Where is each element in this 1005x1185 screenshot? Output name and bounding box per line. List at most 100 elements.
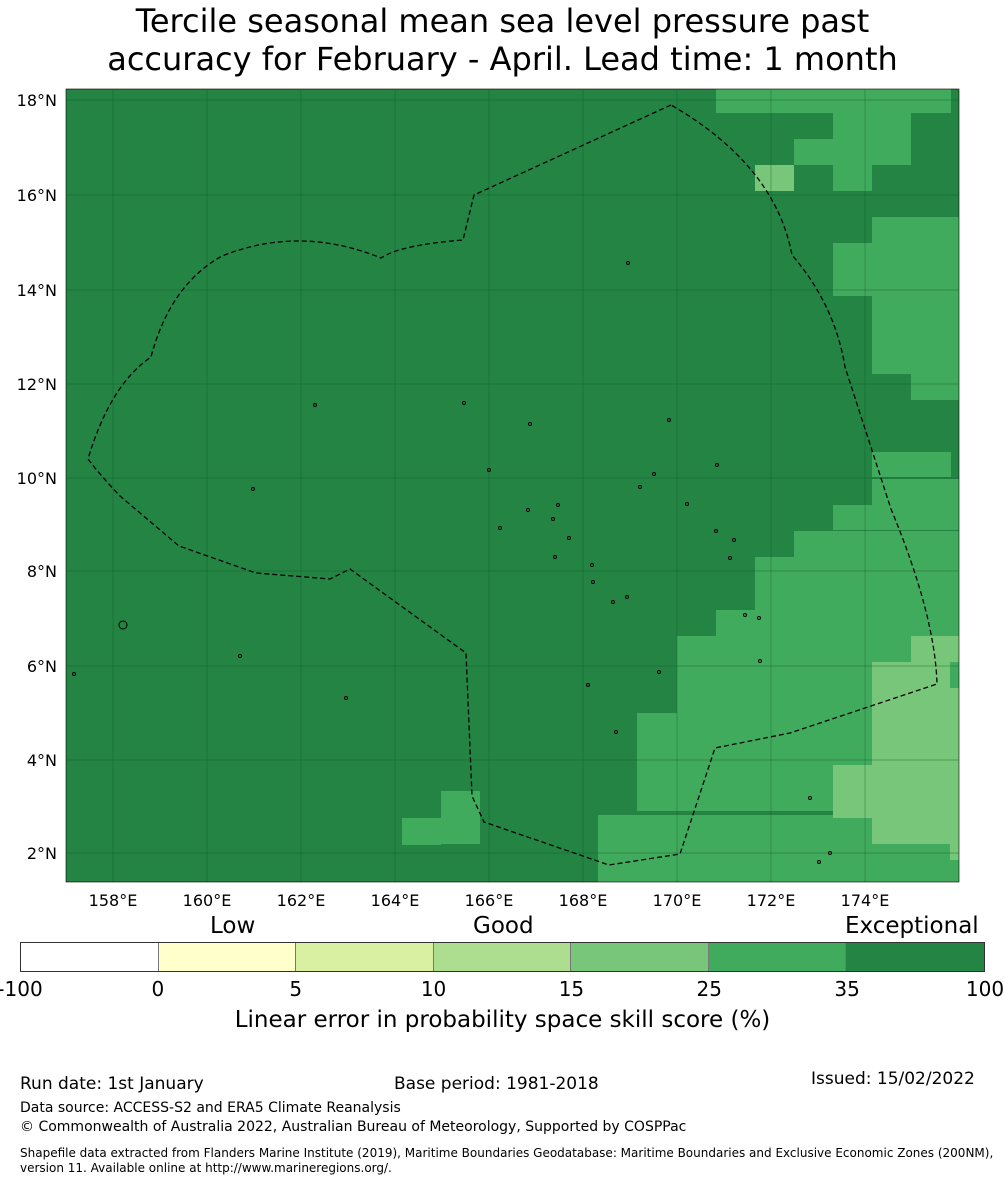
lat-tick-label: 12°N — [17, 375, 57, 394]
skill-cell-exceptional — [441, 845, 480, 871]
category-exceptional: Exceptional — [845, 913, 979, 939]
skill-cell-good — [872, 688, 959, 844]
latitude-tick-labels: 18°N 16°N 14°N 12°N 10°N 8°N 6°N 4°N 2°N — [17, 91, 57, 863]
copyright: © Commonwealth of Australia 2022, Austra… — [20, 1119, 687, 1135]
colorbar-tick-label: 25 — [696, 977, 723, 1001]
island-outline — [611, 600, 615, 604]
data-source: Data source: ACCESS-S2 and ERA5 Climate … — [20, 1100, 401, 1116]
lon-tick-label: 168°E — [559, 891, 608, 910]
colorbar: Low Good Exceptional -100 0 5 10 15 25 35 100 L… — [0, 905, 1005, 1035]
island-outline — [614, 730, 618, 734]
skill-cell-very-good — [441, 791, 480, 818]
skill-cell-very-good — [716, 610, 959, 636]
island-outline — [652, 472, 656, 476]
island-outline — [586, 683, 590, 687]
island-outline — [528, 422, 532, 426]
island-outline — [638, 485, 642, 489]
issued-date: Issued: 15/02/2022 — [811, 1069, 975, 1089]
skill-cell-very-good — [716, 89, 951, 113]
colorbar-label: Linear error in probability space skill … — [234, 1007, 771, 1033]
shapefile-credit: Shapefile data extracted from Flanders M… — [20, 1146, 994, 1175]
island-outline — [567, 536, 571, 540]
island-outline — [553, 555, 557, 559]
island-outline — [817, 860, 821, 864]
lon-tick-label: 174°E — [841, 891, 890, 910]
map-panel[interactable]: 18°N 16°N 14°N 12°N 10°N 8°N 6°N 4°N 2°N 158°E 16… — [0, 85, 1005, 915]
skill-cell-exceptional — [951, 89, 959, 113]
category-low: Low — [210, 913, 256, 939]
colorbar-segment — [296, 943, 434, 971]
island-outline — [238, 654, 242, 658]
skill-cell-very-good — [794, 139, 833, 165]
skill-grid — [66, 89, 959, 882]
colorbar-tick-label: -100 — [0, 977, 43, 1001]
lat-tick-label: 6°N — [27, 657, 57, 676]
island-outline — [828, 851, 832, 855]
skill-cell-very-good — [755, 557, 959, 610]
lat-tick-label: 14°N — [17, 281, 57, 300]
colorbar-segment — [21, 943, 159, 971]
lon-tick-label: 160°E — [183, 891, 232, 910]
island-outline — [590, 563, 594, 567]
lat-tick-label: 8°N — [27, 562, 57, 581]
lat-tick-label: 10°N — [17, 469, 57, 488]
skill-cell-very-good — [794, 531, 959, 558]
colorbar-tick-label: 35 — [834, 977, 860, 1001]
island-outline — [685, 502, 689, 506]
colorbar-bar — [20, 942, 985, 972]
island-outlines — [72, 261, 832, 864]
skill-cell-very-good — [911, 374, 959, 400]
colorbar-tick-label: 10 — [420, 977, 447, 1001]
island-outline — [313, 403, 317, 407]
skill-cell-very-good — [637, 757, 872, 811]
skill-cell-very-good — [872, 479, 959, 505]
skill-cell-good — [833, 765, 872, 817]
lat-tick-label: 16°N — [17, 186, 57, 205]
lon-tick-label: 162°E — [277, 891, 326, 910]
skill-cell-good — [950, 844, 959, 860]
lon-tick-label: 166°E — [465, 891, 514, 910]
island-outline — [462, 401, 466, 405]
map-frame — [65, 88, 960, 883]
island-outline — [556, 503, 560, 507]
island-outline — [118, 620, 128, 630]
island-outline — [551, 517, 555, 521]
category-good: Good — [473, 913, 534, 939]
base-period: Base period: 1981-2018 — [394, 1074, 599, 1094]
colorbar-segment — [708, 943, 847, 971]
island-outline — [526, 508, 530, 512]
skill-cell-very-good — [833, 505, 959, 530]
skill-cell-very-good — [872, 452, 951, 477]
island-outline — [757, 616, 761, 620]
island-outline — [758, 659, 762, 663]
longitude-tick-labels: 158°E 160°E 162°E 164°E 166°E 168°E 170°E 172°E… — [89, 891, 890, 910]
skill-cell-good — [755, 165, 794, 191]
island-outline — [251, 487, 255, 491]
lon-tick-label: 158°E — [89, 891, 138, 910]
title-line-2: accuracy for February - April. Lead time… — [107, 40, 898, 78]
colorbar-tick-label: 15 — [558, 977, 585, 1001]
colorbar-segment — [433, 943, 572, 971]
eez-boundary — [87, 104, 938, 866]
island-outline — [657, 670, 661, 674]
island-outline — [344, 696, 348, 700]
skill-cell-very-good — [872, 217, 959, 374]
colorbar-segment — [846, 943, 984, 971]
lon-tick-label: 170°E — [653, 891, 702, 910]
skill-cell-very-good — [833, 243, 872, 296]
lon-tick-label: 172°E — [747, 891, 796, 910]
island-outline — [808, 796, 812, 800]
graticule — [66, 89, 959, 882]
island-outline — [72, 672, 76, 676]
island-outline — [487, 468, 491, 472]
island-outline — [625, 595, 629, 599]
lat-tick-label: 2°N — [27, 844, 57, 863]
island-outline — [498, 526, 502, 530]
skill-cell-very-good — [833, 113, 911, 165]
lon-tick-label: 164°E — [371, 891, 420, 910]
skill-cell-very-good — [441, 818, 480, 844]
lat-tick-label: 4°N — [27, 751, 57, 770]
colorbar-tick-label: 0 — [151, 977, 165, 1001]
island-outline — [732, 538, 736, 542]
colorbar-segment — [158, 943, 297, 971]
